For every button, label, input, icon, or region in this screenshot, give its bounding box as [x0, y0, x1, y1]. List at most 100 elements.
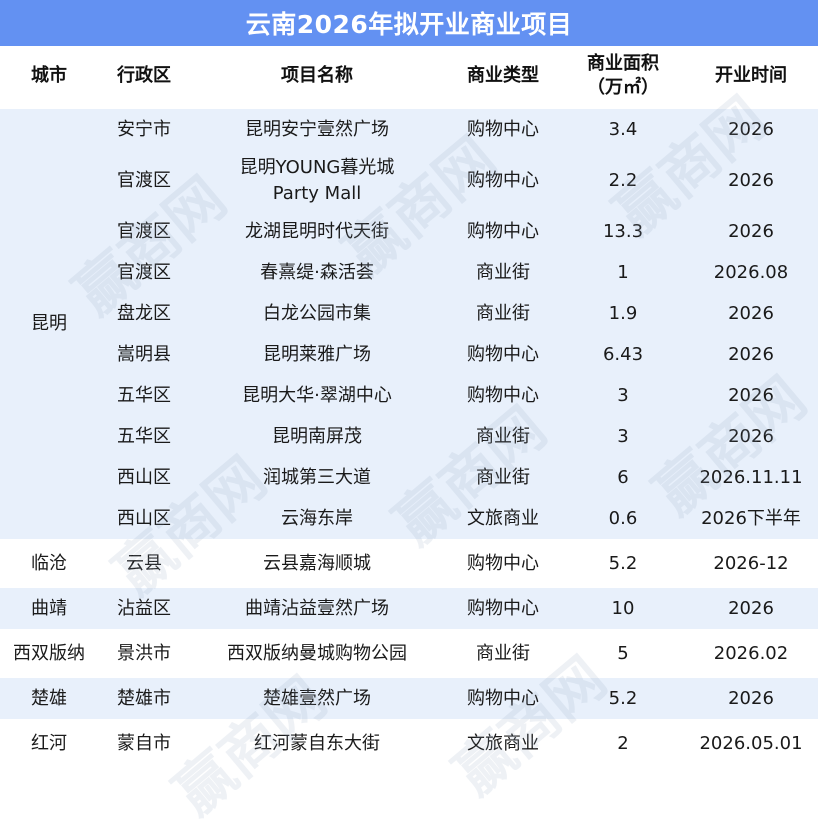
city-group: 红河 蒙自市 红河蒙自东大街 文旅商业 2 2026.05.01	[0, 721, 818, 764]
header-area: 商业面积 （万㎡）	[562, 46, 684, 107]
header-area-line1: 商业面积	[587, 52, 659, 74]
city-group: 西双版纳 景洪市 西双版纳曼城购物公园 商业街 5 2026.02	[0, 631, 818, 676]
cell-type: 购物中心	[444, 107, 562, 150]
cell-open: 2026	[684, 107, 818, 150]
cell-type: 商业街	[444, 631, 562, 676]
cell-district: 官渡区	[98, 211, 190, 252]
header-type: 商业类型	[444, 46, 562, 107]
cell-project: 云海东岸	[190, 498, 444, 541]
cell-district: 盘龙区	[98, 293, 190, 334]
project-name-line: 昆明大华·翠湖中心	[242, 384, 392, 406]
table-row: 嵩明县 昆明莱雅广场 购物中心 6.43 2026	[0, 334, 818, 375]
table-row: 西山区 润城第三大道 商业街 6 2026.11.11	[0, 457, 818, 498]
project-name-line: 曲靖沾益壹然广场	[245, 597, 389, 619]
project-name-line: 昆明安宁壹然广场	[245, 118, 389, 140]
cell-area: 0.6	[562, 498, 684, 541]
cell-type: 购物中心	[444, 375, 562, 416]
cell-area: 3.4	[562, 107, 684, 150]
cell-project: 昆明大华·翠湖中心	[190, 375, 444, 416]
city-group: 楚雄 楚雄市 楚雄壹然广场 购物中心 5.2 2026	[0, 676, 818, 721]
cell-type: 商业街	[444, 457, 562, 498]
cell-project: 红河蒙自东大街	[190, 721, 444, 764]
project-name-line: 润城第三大道	[263, 466, 371, 488]
cell-area: 10	[562, 586, 684, 631]
cell-project: 昆明莱雅广场	[190, 334, 444, 375]
project-name-line: 云县嘉海顺城	[263, 552, 371, 574]
cell-type: 购物中心	[444, 676, 562, 721]
cell-area: 3	[562, 375, 684, 416]
cell-city: 红河	[0, 721, 98, 764]
project-name-line: 春熹缇·森活荟	[260, 261, 374, 283]
cell-type: 购物中心	[444, 541, 562, 586]
cell-area: 13.3	[562, 211, 684, 252]
table-row: 五华区 昆明南屏茂 商业街 3 2026	[0, 416, 818, 457]
header-district: 行政区	[98, 46, 190, 107]
header-open: 开业时间	[684, 46, 818, 107]
cell-type: 商业街	[444, 416, 562, 457]
cell-open: 2026	[684, 375, 818, 416]
project-name-line: 红河蒙自东大街	[254, 732, 380, 754]
cell-project: 白龙公园市集	[190, 293, 444, 334]
cell-type: 商业街	[444, 252, 562, 293]
project-name-line: 昆明南屏茂	[272, 425, 362, 447]
table-title: 云南2026年拟开业商业项目	[0, 0, 818, 46]
cell-district: 蒙自市	[98, 721, 190, 764]
table-row: 西山区 云海东岸 文旅商业 0.6 2026下半年	[0, 498, 818, 541]
cell-open: 2026.08	[684, 252, 818, 293]
cell-type: 购物中心	[444, 586, 562, 631]
cell-district: 五华区	[98, 375, 190, 416]
table-row: 临沧 云县 云县嘉海顺城 购物中心 5.2 2026-12	[0, 541, 818, 586]
cell-type: 购物中心	[444, 150, 562, 211]
cell-area: 1.9	[562, 293, 684, 334]
cell-area: 5	[562, 631, 684, 676]
cell-type: 购物中心	[444, 211, 562, 252]
cell-open: 2026	[684, 334, 818, 375]
project-name-line: 楚雄壹然广场	[263, 687, 371, 709]
cell-project: 曲靖沾益壹然广场	[190, 586, 444, 631]
projects-table: 城市 行政区 项目名称 商业类型 商业面积 （万㎡） 开业时间 昆明 安宁市 昆明安…	[0, 46, 818, 764]
cell-district: 楚雄市	[98, 676, 190, 721]
cell-open: 2026-12	[684, 541, 818, 586]
cell-type: 购物中心	[444, 334, 562, 375]
cell-area: 5.2	[562, 676, 684, 721]
cell-type: 商业街	[444, 293, 562, 334]
cell-district: 西山区	[98, 457, 190, 498]
cell-type: 文旅商业	[444, 498, 562, 541]
table-row: 昆明 安宁市 昆明安宁壹然广场 购物中心 3.4 2026	[0, 107, 818, 541]
cell-project: 楚雄壹然广场	[190, 676, 444, 721]
cell-type: 文旅商业	[444, 721, 562, 764]
cell-open: 2026	[684, 150, 818, 211]
cell-open: 2026	[684, 211, 818, 252]
cell-city: 临沧	[0, 541, 98, 586]
cell-district: 西山区	[98, 498, 190, 541]
cell-district: 安宁市	[98, 107, 190, 150]
city-group: 昆明 安宁市 昆明安宁壹然广场 购物中心 3.4 2026 官渡区 昆明YOUNG暮光城 Par…	[0, 107, 818, 541]
project-name-line: 西双版纳曼城购物公园	[227, 642, 407, 664]
table-row: 楚雄 楚雄市 楚雄壹然广场 购物中心 5.2 2026	[0, 676, 818, 721]
project-name-line: 白龙公园市集	[263, 302, 371, 324]
cell-project: 龙湖昆明时代天街	[190, 211, 444, 252]
cell-open: 2026.11.11	[684, 457, 818, 498]
cell-district: 五华区	[98, 416, 190, 457]
cell-district: 官渡区	[98, 252, 190, 293]
table-row: 盘龙区 白龙公园市集 商业街 1.9 2026	[0, 293, 818, 334]
cell-district: 官渡区	[98, 150, 190, 211]
city-group: 临沧 云县 云县嘉海顺城 购物中心 5.2 2026-12	[0, 541, 818, 586]
cell-open: 2026.05.01	[684, 721, 818, 764]
cell-project: 昆明安宁壹然广场	[190, 107, 444, 150]
cell-city: 楚雄	[0, 676, 98, 721]
project-name-line: 昆明莱雅广场	[263, 343, 371, 365]
cell-area: 2	[562, 721, 684, 764]
project-name-line: 云海东岸	[281, 507, 353, 529]
cell-area: 6	[562, 457, 684, 498]
cell-district: 云县	[98, 541, 190, 586]
project-name-line: 昆明YOUNG暮光城	[239, 156, 395, 178]
table-row: 官渡区 昆明YOUNG暮光城 Party Mall 购物中心 2.2 2026	[0, 150, 818, 211]
header-row: 城市 行政区 项目名称 商业类型 商业面积 （万㎡） 开业时间	[0, 46, 818, 107]
table-row: 西双版纳 景洪市 西双版纳曼城购物公园 商业街 5 2026.02	[0, 631, 818, 676]
cell-area: 3	[562, 416, 684, 457]
cell-district: 沾益区	[98, 586, 190, 631]
cell-city: 昆明	[0, 107, 98, 541]
cell-open: 2026	[684, 416, 818, 457]
cell-open: 2026下半年	[684, 498, 818, 541]
